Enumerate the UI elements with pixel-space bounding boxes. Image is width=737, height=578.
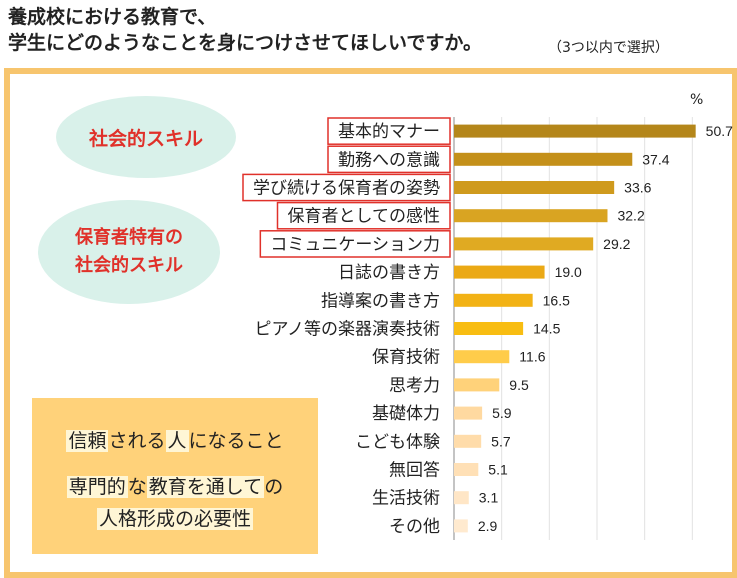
unit-label: % — [690, 92, 704, 108]
category-label: 思考力 — [389, 376, 440, 396]
highlight-box — [259, 230, 451, 258]
category-label: 無回答 — [389, 461, 440, 481]
note-highlight: 人 — [165, 430, 189, 452]
bar — [454, 209, 608, 223]
value-label: 37.4 — [642, 151, 669, 167]
category-label: コミュニケーション力 — [270, 235, 440, 255]
bar — [454, 124, 696, 138]
note-highlight: 信頼 — [66, 430, 109, 452]
value-label: 2.9 — [478, 518, 498, 534]
category-label: こども体験 — [355, 432, 440, 452]
bar — [454, 152, 633, 166]
value-label: 11.6 — [519, 349, 545, 365]
value-label: 32.2 — [617, 208, 644, 224]
category-label: 基本的マナー — [338, 122, 440, 142]
category-label: 日誌の書き方 — [338, 263, 440, 283]
bar — [454, 237, 594, 251]
bar — [454, 293, 533, 307]
highlight-box — [327, 145, 451, 174]
category-label: その他 — [389, 517, 440, 537]
bar — [454, 519, 468, 533]
title-line-1: 養成校における教育で、 — [8, 6, 217, 28]
category-label: 勤務への意識 — [338, 150, 440, 170]
teacher-skill-line-1: 保育者特有の — [75, 227, 183, 248]
category-label: 学び続ける保育者の姿勢 — [253, 179, 440, 199]
note-highlight: 専門的 — [66, 476, 128, 498]
value-label: 9.5 — [509, 377, 529, 393]
category-label: 保育技術 — [372, 348, 440, 368]
value-label: 3.1 — [479, 490, 499, 506]
value-label: 16.5 — [543, 292, 570, 308]
bar — [454, 463, 479, 476]
note-text: の — [264, 476, 284, 498]
chart-title: 養成校における教育で、 学生にどのようなことを身につけさせてほしいですか。 — [8, 4, 482, 56]
note-text: される — [108, 430, 166, 452]
value-label: 50.7 — [706, 123, 733, 139]
bar — [454, 378, 500, 392]
chart-frame — [4, 68, 737, 578]
bar — [454, 491, 469, 505]
note-highlight: 人格形成の必要性 — [96, 508, 253, 530]
social-skill-bubble: 社会的スキル — [56, 96, 236, 178]
teacher-social-skill-bubble: 保育者特有の 社会的スキル — [38, 200, 220, 304]
note-highlight: 教育を通して — [146, 476, 265, 498]
category-label: 基礎体力 — [372, 404, 440, 424]
title-line-2: 学生にどのようなことを身につけさせてほしいですか。 — [8, 32, 483, 54]
category-label: 保育者としての感性 — [288, 207, 441, 227]
bar — [454, 350, 510, 364]
category-label: 生活技術 — [372, 489, 440, 509]
note-line-1: 信頼 される人になること — [32, 426, 318, 453]
value-label: 14.5 — [533, 321, 560, 337]
value-label: 5.7 — [491, 433, 511, 449]
value-label: 29.2 — [603, 236, 630, 252]
category-label: ピアノ等の楽器演奏技術 — [255, 320, 440, 340]
value-label: 5.9 — [492, 405, 512, 421]
category-label: 指導案の書き方 — [321, 291, 440, 311]
note-text: になること — [188, 430, 284, 452]
selection-note: （3つ以内で選択） — [548, 40, 669, 56]
note-line-2: 専門的な教育を通しての — [32, 472, 318, 499]
value-label: 19.0 — [555, 264, 582, 280]
bar — [454, 181, 615, 194]
value-label: 5.1 — [488, 462, 508, 478]
highlight-box — [327, 117, 451, 145]
note-line-3: 人格形成の必要性 — [32, 504, 318, 531]
value-label: 33.6 — [624, 180, 651, 196]
note-box: 信頼 される人になること 専門的な教育を通しての 人格形成の必要性 — [32, 398, 318, 554]
highlight-box — [276, 201, 451, 230]
bar — [454, 406, 483, 420]
social-skill-label: 社会的スキル — [88, 127, 203, 150]
bar — [454, 434, 482, 448]
bar — [454, 265, 545, 279]
bar — [454, 322, 524, 335]
teacher-skill-line-2: 社会的スキル — [75, 255, 183, 276]
note-text: な — [127, 476, 147, 498]
highlight-box — [242, 173, 451, 202]
